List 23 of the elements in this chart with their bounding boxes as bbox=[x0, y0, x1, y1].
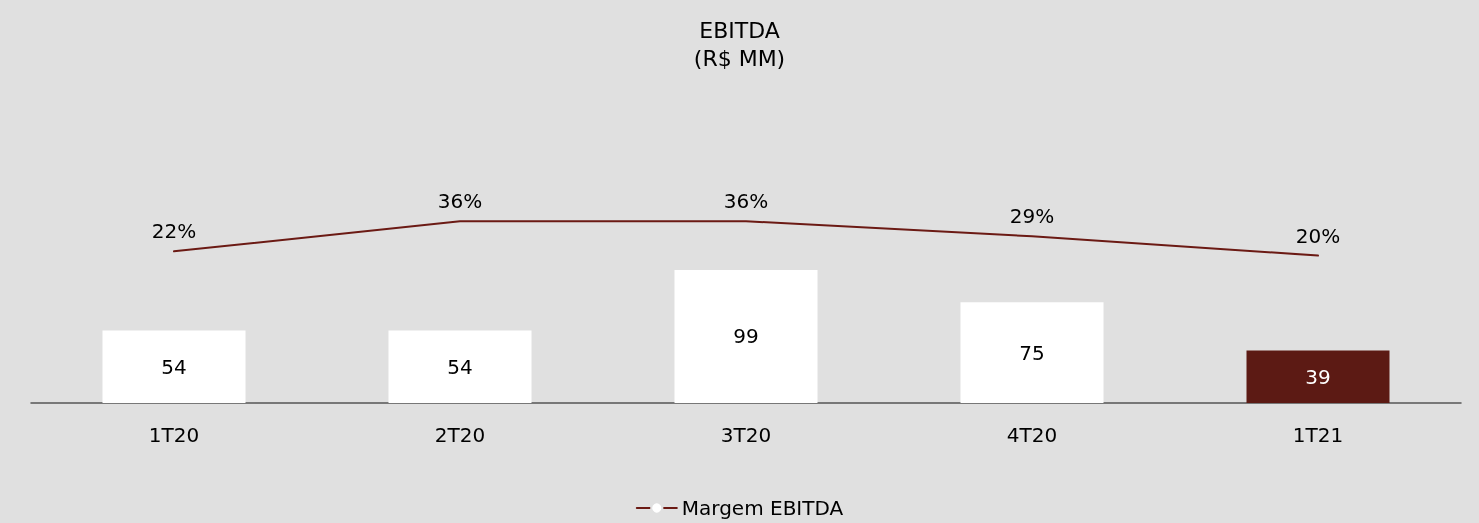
chart-title: EBITDA bbox=[699, 17, 780, 43]
data-label: 39 bbox=[1305, 364, 1331, 389]
data-label: 54 bbox=[447, 354, 473, 379]
chart-subtitle: (R$ MM) bbox=[693, 45, 786, 71]
x-tick-label: 1T21 bbox=[1292, 423, 1344, 447]
data-label: 22% bbox=[151, 219, 197, 244]
x-tick-label: 4T20 bbox=[1006, 423, 1058, 447]
bar bbox=[960, 302, 1104, 403]
data-label: 36% bbox=[437, 189, 483, 214]
data-label: 75 bbox=[1019, 340, 1045, 365]
data-label: 29% bbox=[1009, 204, 1055, 229]
bar bbox=[102, 330, 246, 403]
bar bbox=[1246, 350, 1390, 403]
data-label: 99 bbox=[733, 324, 759, 349]
bar bbox=[388, 330, 532, 403]
data-label: 36% bbox=[723, 189, 769, 214]
legend-label: Margem EBITDA bbox=[681, 496, 844, 520]
x-tick-label: 3T20 bbox=[720, 423, 772, 447]
x-tick-label: 1T20 bbox=[148, 423, 200, 447]
x-tick-label: 2T20 bbox=[434, 423, 486, 447]
bar bbox=[674, 269, 818, 403]
data-label: 54 bbox=[161, 354, 187, 379]
data-label: 20% bbox=[1295, 223, 1341, 248]
